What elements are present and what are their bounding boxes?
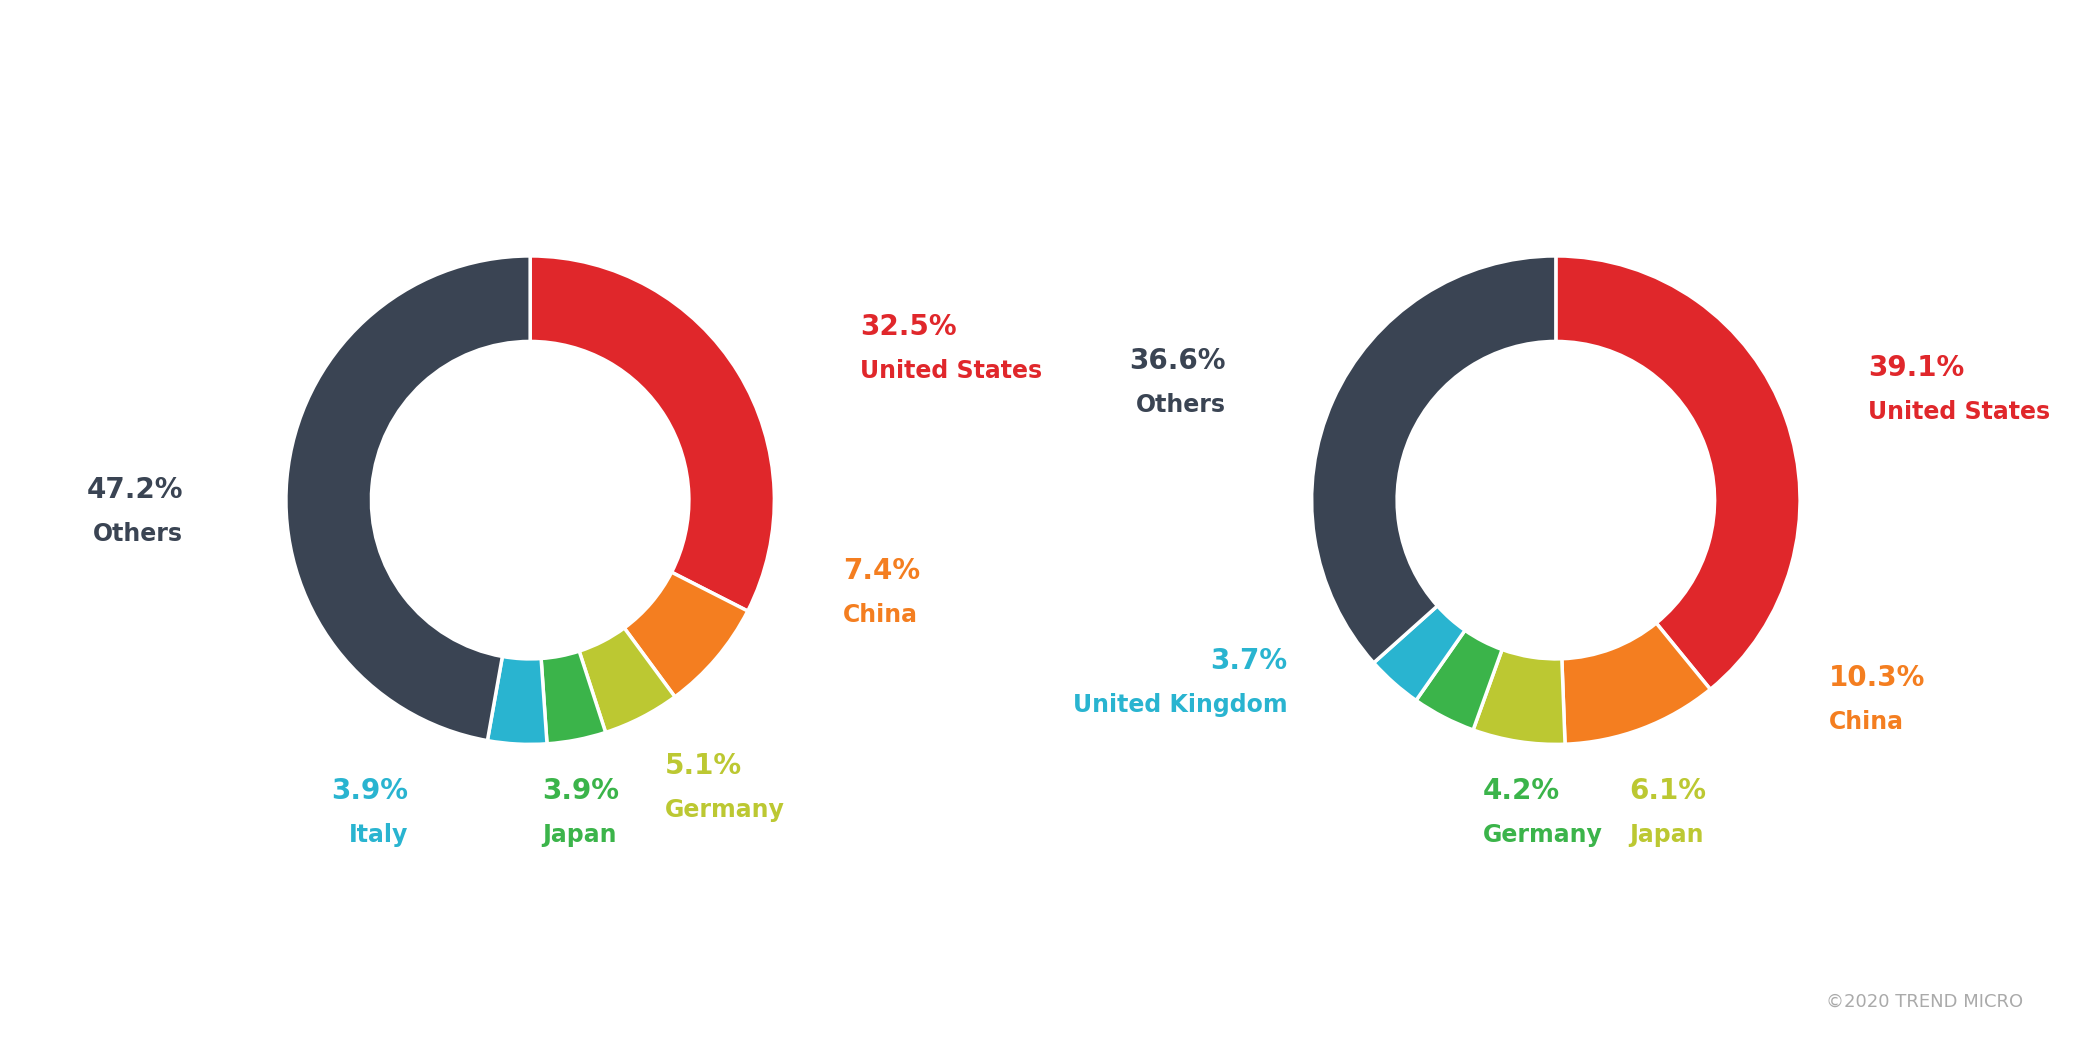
Text: Germany: Germany (1483, 823, 1602, 847)
Wedge shape (286, 256, 530, 741)
Text: United Kingdom: United Kingdom (1072, 693, 1287, 717)
Text: 36.6%: 36.6% (1131, 347, 1227, 375)
Text: China: China (1829, 711, 1905, 735)
Text: Italy: Italy (348, 823, 409, 847)
Wedge shape (1416, 630, 1502, 730)
Text: 4.2%: 4.2% (1483, 776, 1560, 804)
Wedge shape (1312, 256, 1556, 663)
Text: 3.9%: 3.9% (332, 776, 409, 804)
Text: Germany: Germany (665, 798, 784, 822)
Text: Japan: Japan (1629, 823, 1704, 847)
Text: 7.4%: 7.4% (843, 557, 920, 585)
Wedge shape (1473, 649, 1564, 744)
Text: 5.1%: 5.1% (665, 752, 743, 780)
Wedge shape (530, 256, 774, 611)
Text: 3.7%: 3.7% (1210, 647, 1287, 675)
Text: China: China (843, 603, 918, 627)
Text: Others: Others (1137, 393, 1227, 417)
Text: United States: United States (1869, 400, 2051, 424)
Text: 3.9%: 3.9% (542, 776, 620, 804)
Text: United States: United States (859, 358, 1043, 382)
Wedge shape (540, 651, 605, 744)
Wedge shape (580, 628, 676, 733)
Text: 6.1%: 6.1% (1629, 776, 1706, 804)
Text: 10.3%: 10.3% (1829, 665, 1925, 693)
Text: 39.1%: 39.1% (1869, 354, 1965, 382)
Wedge shape (488, 656, 547, 744)
Wedge shape (1556, 256, 1800, 690)
Text: Japan: Japan (542, 823, 617, 847)
Wedge shape (1562, 623, 1711, 744)
Text: ©2020 TREND MICRO: ©2020 TREND MICRO (1827, 993, 2023, 1011)
Text: 32.5%: 32.5% (859, 313, 957, 341)
Text: Others: Others (94, 522, 184, 546)
Wedge shape (1375, 605, 1464, 700)
Text: 47.2%: 47.2% (88, 476, 184, 504)
Wedge shape (624, 572, 747, 697)
